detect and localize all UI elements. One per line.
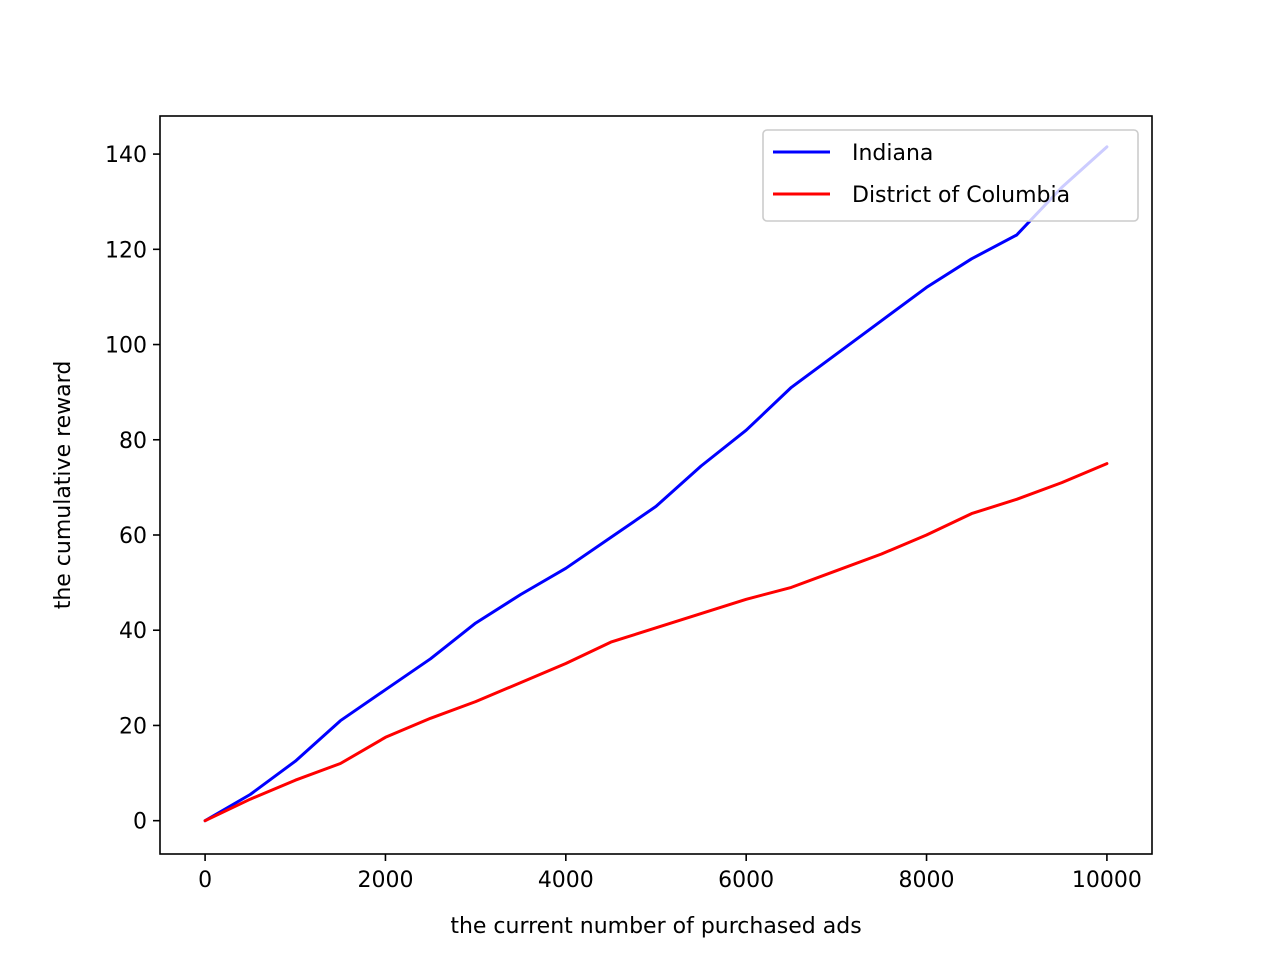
series-line-district-of-columbia [203, 462, 1109, 823]
x-tick-label: 0 [198, 868, 212, 893]
x-tick-label: 6000 [718, 868, 774, 893]
x-tick-label: 4000 [538, 868, 594, 893]
x-axis-ticks: 0 2000 4000 6000 8000 10000 [198, 854, 1142, 893]
y-tick-label: 140 [105, 143, 147, 168]
legend-box [762, 129, 1139, 222]
y-tick-label: 100 [105, 334, 147, 359]
x-tick-label: 2000 [357, 868, 413, 893]
plot-area-frame [159, 115, 1153, 855]
legend-label-indiana: Indiana [852, 141, 933, 166]
y-axis-label: the cumulative reward [51, 361, 76, 610]
series-layer [203, 145, 1109, 823]
legend: Indiana District of Columbia [762, 129, 1139, 222]
x-tick-label: 8000 [899, 868, 955, 893]
y-tick-label: 20 [119, 714, 147, 739]
y-tick-label: 120 [105, 238, 147, 263]
x-tick-label: 10000 [1072, 868, 1142, 893]
y-axis-ticks: 0 20 40 60 80 100 120 140 [105, 143, 160, 835]
x-axis-label: the current number of purchased ads [450, 914, 861, 939]
y-tick-label: 0 [133, 810, 147, 835]
series-line-indiana [203, 145, 1109, 823]
legend-label-district-of-columbia: District of Columbia [852, 183, 1070, 208]
y-tick-label: 80 [119, 429, 147, 454]
y-tick-label: 40 [119, 619, 147, 644]
y-tick-label: 60 [119, 524, 147, 549]
